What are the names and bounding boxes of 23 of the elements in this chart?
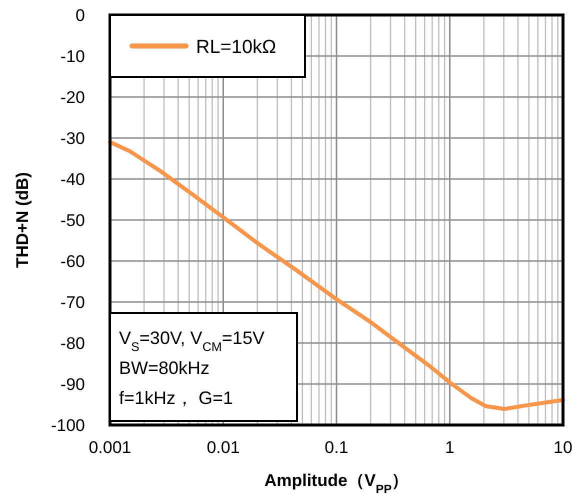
legend: RL=10kΩ: [109, 14, 306, 78]
y-axis-title: THD+N (dB): [13, 172, 32, 268]
y-tick-label: -60: [60, 252, 85, 271]
legend-label: RL=10kΩ: [196, 37, 276, 58]
x-tick-label: 1: [445, 438, 454, 457]
x-axis-title: Amplitude（V$_{PP}$）: [264, 471, 409, 494]
y-tick-label: -10: [60, 47, 85, 66]
y-tick-label: -90: [60, 375, 85, 394]
y-tick-label: -40: [60, 170, 85, 189]
y-tick-label: -30: [60, 129, 85, 148]
x-tick-label: 10: [554, 438, 572, 457]
annotation: f=1kHz， G=1: [119, 388, 234, 408]
y-tick-label: -20: [60, 88, 85, 107]
y-tick-label: -50: [60, 211, 85, 230]
x-tick-label: 0.001: [88, 438, 132, 457]
x-tick-label: 0.01: [206, 438, 240, 457]
y-tick-label: -70: [60, 293, 85, 312]
annotation: V$_{S}$=30V, V$_{CM}$=15V: [119, 328, 264, 354]
annotation: BW=80kHz: [119, 358, 210, 378]
y-tick-label: 0: [76, 6, 85, 25]
x-tick-label: 0.1: [324, 438, 348, 457]
y-tick-label: -100: [50, 416, 85, 435]
y-tick-label: -80: [60, 334, 85, 353]
